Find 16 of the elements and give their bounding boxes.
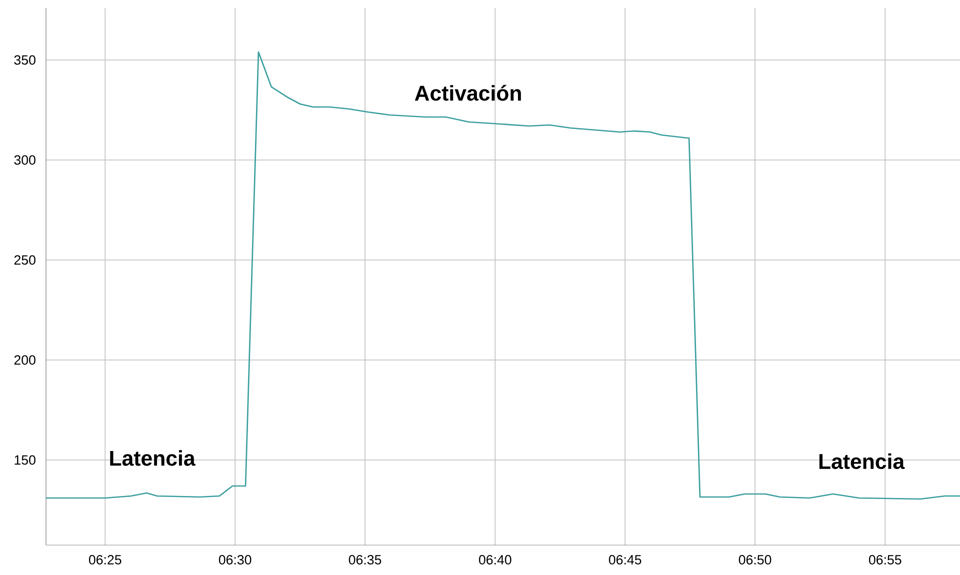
x-tick-label: 06:40 bbox=[478, 555, 512, 564]
y-tick-label: 250 bbox=[14, 255, 36, 265]
y-tick-label: 350 bbox=[14, 55, 36, 65]
x-tick-label: 06:45 bbox=[608, 555, 642, 564]
x-tick-label: 06:50 bbox=[738, 555, 772, 564]
annotation: Activación bbox=[414, 84, 521, 101]
x-tick-label: 06:25 bbox=[88, 555, 122, 564]
annotation: Latencia bbox=[110, 450, 196, 466]
x-tick-label: 06:35 bbox=[348, 555, 382, 564]
line-series bbox=[45, 51, 960, 500]
x-tick-label: 06:55 bbox=[868, 555, 902, 564]
y-tick-label: 200 bbox=[14, 355, 36, 365]
y-tick-label: 300 bbox=[14, 155, 36, 165]
annotation: Latencia bbox=[819, 453, 905, 470]
x-tick-label: 06:30 bbox=[218, 555, 252, 564]
y-tick-label: 150 bbox=[14, 455, 36, 465]
